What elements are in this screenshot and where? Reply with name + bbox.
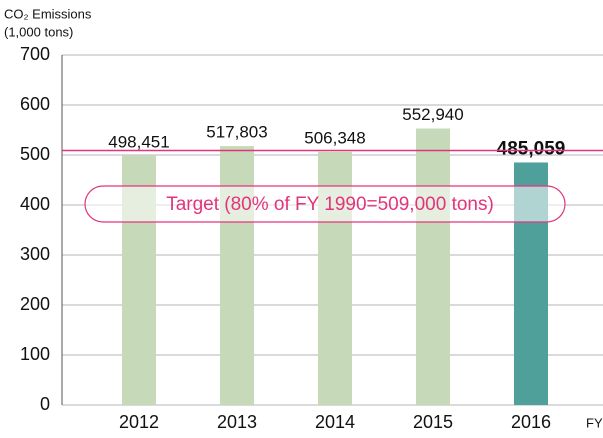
y-tick-label: 700: [20, 44, 50, 64]
value-label: 485,059: [497, 138, 566, 159]
y-tick-label: 0: [40, 394, 50, 414]
bar: [220, 146, 254, 405]
bar: [416, 128, 450, 405]
x-tick-label: 2016: [511, 412, 551, 432]
target-box: [84, 185, 566, 223]
y-tick-label: 500: [20, 144, 50, 164]
x-axis-label: FY: [586, 415, 603, 430]
y-tick-label: 200: [20, 294, 50, 314]
value-label: 506,348: [304, 128, 365, 147]
y-tick-label: 300: [20, 244, 50, 264]
x-tick-label: 2015: [413, 412, 453, 432]
y-tick-label: 600: [20, 94, 50, 114]
y-tick-label: 400: [20, 194, 50, 214]
x-tick-label: 2014: [315, 412, 355, 432]
x-tick-label: 2013: [217, 412, 257, 432]
target-label: Target (80% of FY 1990=509,000 tons): [166, 194, 494, 215]
y-tick-label: 100: [20, 344, 50, 364]
value-label: 552,940: [402, 105, 463, 124]
y-axis-title: CO₂ Emissions: [4, 6, 92, 21]
x-tick-label: 2012: [119, 412, 159, 432]
y-axis-title: (1,000 tons): [4, 24, 73, 39]
value-label: 498,451: [108, 132, 169, 151]
value-label: 517,803: [206, 123, 267, 142]
